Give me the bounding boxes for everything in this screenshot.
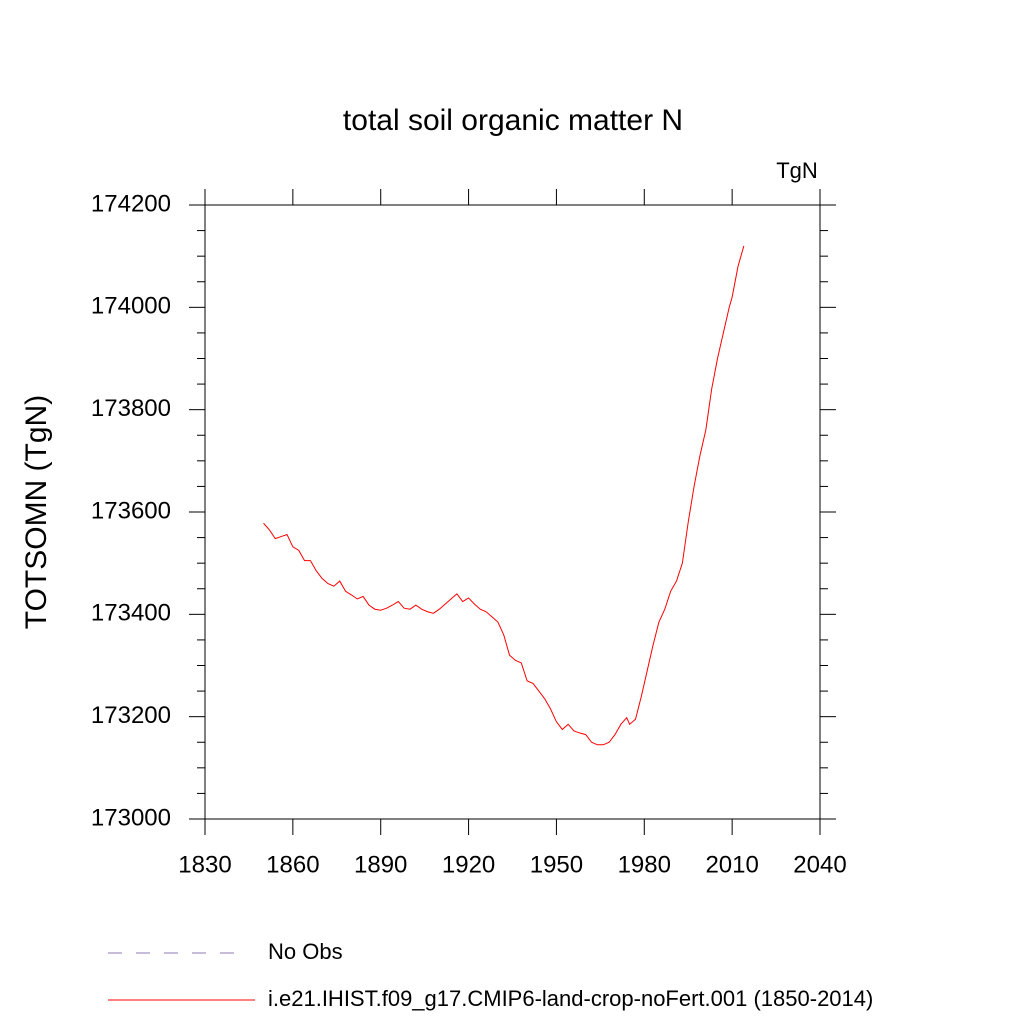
x-tick-label: 1860 [266,851,319,878]
y-tick-label: 173400 [91,600,171,627]
y-tick-label: 173000 [91,804,171,831]
y-tick-label: 173600 [91,497,171,524]
y-tick-label: 174000 [91,293,171,320]
x-tick-label: 1980 [618,851,671,878]
y-axis-label: TOTSOMN (TgN) [20,395,53,629]
y-tick-label: 173800 [91,395,171,422]
x-tick-label: 1920 [442,851,495,878]
plot-frame [204,204,821,820]
x-tick-label: 2040 [793,851,846,878]
x-tick-label: 1890 [354,851,407,878]
x-tick-label: 2010 [705,851,758,878]
y-tick-label: 173200 [91,702,171,729]
x-tick-label: 1950 [530,851,583,878]
chart-title: total soil organic matter N [343,104,683,137]
legend-label: i.e21.IHIST.f09_g17.CMIP6-land-crop-noFe… [268,986,873,1011]
units-label: TgN [776,158,818,183]
y-tick-label: 174200 [91,190,171,217]
legend-label: No Obs [268,939,343,964]
x-tick-label: 1830 [178,851,231,878]
data-line [263,245,745,746]
